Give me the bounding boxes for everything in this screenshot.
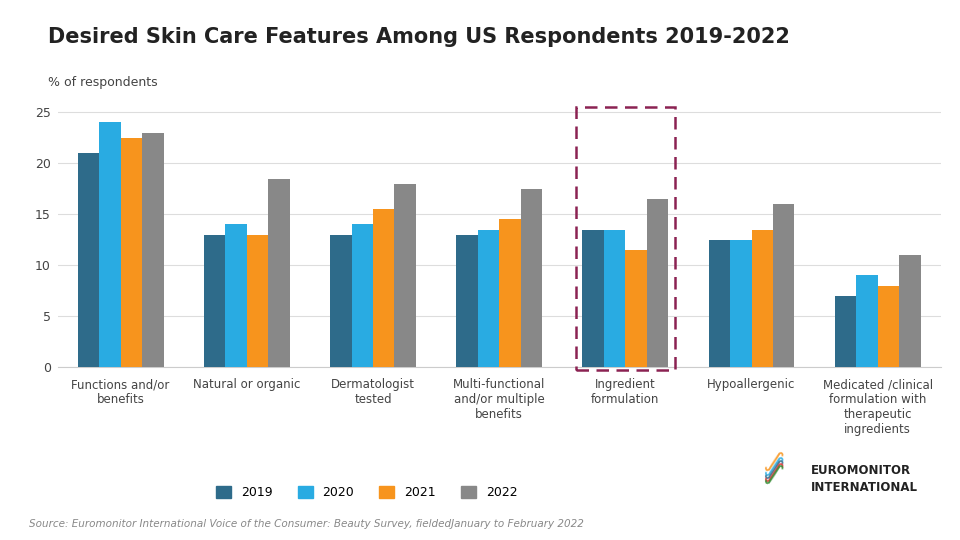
Bar	[877, 286, 900, 367]
Text: Source: Euromonitor International Voice of the Consumer: Beauty Survey, fieldedJ: Source: Euromonitor International Voice …	[29, 519, 584, 529]
Bar	[78, 153, 99, 367]
Bar	[351, 225, 373, 367]
Bar	[204, 234, 226, 367]
Bar	[142, 133, 163, 367]
Text: EUROMONITOR
INTERNATIONAL: EUROMONITOR INTERNATIONAL	[811, 464, 918, 494]
Bar	[773, 204, 795, 367]
Bar	[583, 230, 604, 367]
Bar	[731, 240, 752, 367]
Bar	[604, 230, 625, 367]
Bar	[226, 225, 247, 367]
Text: ∫: ∫	[761, 458, 784, 486]
Bar	[752, 230, 773, 367]
Bar	[647, 199, 668, 367]
Bar	[478, 230, 499, 367]
Legend: 2019, 2020, 2021, 2022: 2019, 2020, 2021, 2022	[211, 481, 522, 504]
Text: ∫: ∫	[761, 461, 784, 489]
Bar	[856, 275, 877, 367]
Bar	[456, 234, 478, 367]
Text: ∫: ∫	[761, 448, 784, 475]
Bar	[576, 107, 675, 370]
Bar	[373, 209, 395, 367]
Text: % of respondents: % of respondents	[48, 76, 157, 89]
Text: ∫: ∫	[761, 456, 784, 483]
Bar	[330, 234, 351, 367]
Bar	[520, 188, 542, 367]
Bar	[268, 179, 290, 367]
Bar	[625, 250, 647, 367]
Bar	[835, 296, 856, 367]
Bar	[99, 123, 121, 367]
Bar	[247, 234, 268, 367]
Bar	[900, 255, 921, 367]
Text: Desired Skin Care Features Among US Respondents 2019-2022: Desired Skin Care Features Among US Resp…	[48, 27, 790, 47]
Bar	[708, 240, 731, 367]
Text: ∫: ∫	[761, 453, 784, 481]
Bar	[121, 138, 142, 367]
Bar	[395, 184, 416, 367]
Bar	[499, 219, 520, 367]
